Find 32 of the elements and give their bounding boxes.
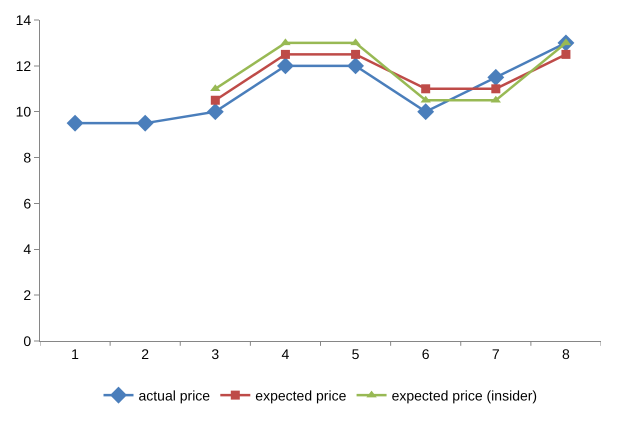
y-tick-label: 6: [23, 195, 32, 212]
y-tick-label: 12: [16, 58, 32, 74]
x-tick-label: 1: [71, 346, 80, 362]
legend-label: actual price: [138, 388, 210, 404]
point: [561, 50, 570, 59]
point: [351, 50, 360, 59]
point: [276, 57, 294, 74]
point: [421, 84, 430, 94]
y-tick-label: 14: [16, 12, 32, 28]
point: [487, 68, 504, 86]
point: [491, 84, 500, 94]
x-tick-label: 2: [141, 346, 150, 362]
x-tick-label: 3: [211, 346, 220, 362]
y-tick-label: 4: [23, 241, 32, 258]
point: [417, 103, 434, 120]
legend-label: expected price (insider): [392, 388, 538, 404]
point: [347, 57, 364, 74]
y-tick-label: 0: [23, 332, 32, 349]
point: [66, 114, 84, 132]
x-tick-label: 7: [492, 346, 500, 362]
y-tick-label: 2: [23, 287, 32, 304]
x-tick-label: 8: [562, 346, 570, 362]
point: [206, 103, 224, 120]
x-tick-label: 5: [352, 346, 360, 362]
legend-label: expected price: [255, 388, 347, 404]
y-tick-label: 10: [16, 104, 32, 120]
point: [280, 50, 290, 59]
point: [210, 96, 220, 105]
y-tick-label: 8: [23, 149, 32, 166]
x-tick-label: 4: [282, 346, 290, 362]
x-tick-label: 6: [422, 346, 430, 362]
point: [136, 114, 154, 132]
